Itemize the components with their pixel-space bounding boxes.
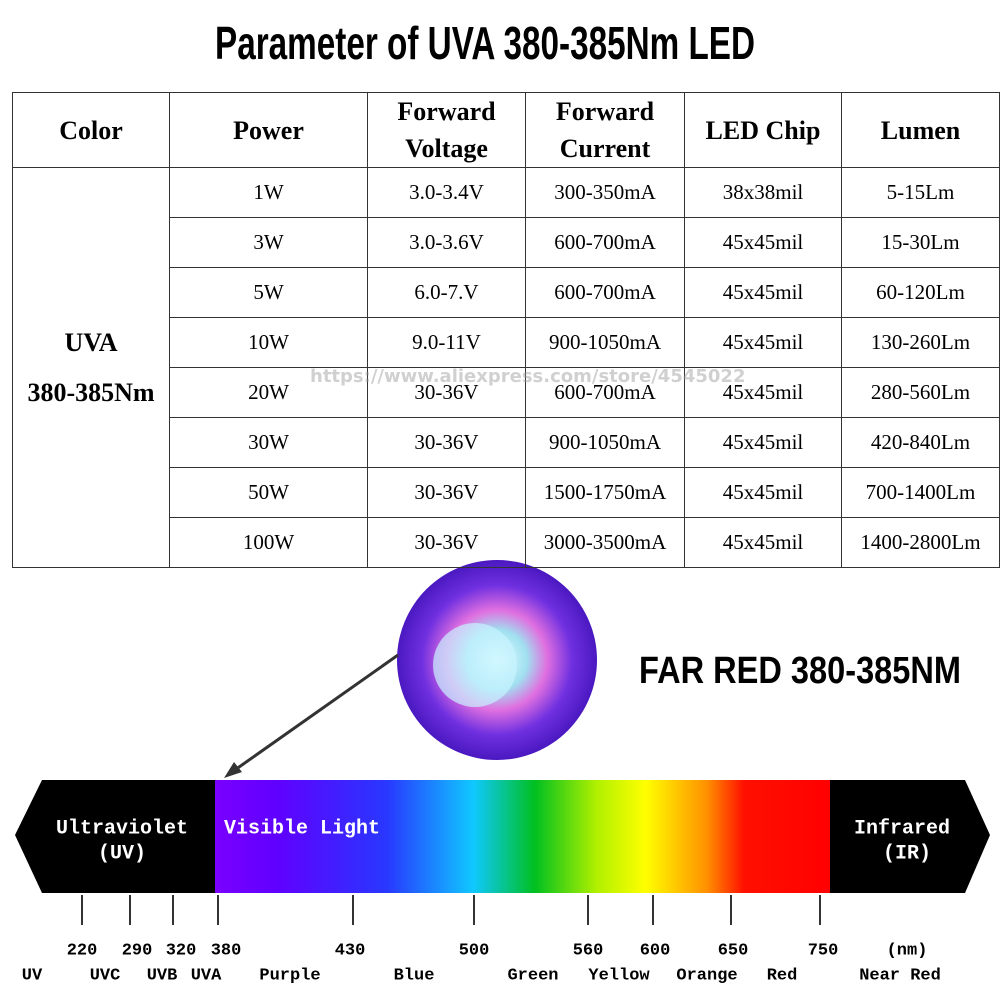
- ir-band: [830, 780, 990, 893]
- spectrum: Ultraviolet(UV) Visible Light Infrared(IR)…: [22, 817, 950, 985]
- group-label: UVA: [64, 327, 118, 357]
- spectrum-label: (nm): [887, 941, 928, 960]
- product-label: FAR RED 380-385NM: [639, 650, 961, 692]
- table-row: UVA 380-385Nm 1W 3.0-3.4V 300-350mA 38x38mil 5…: [12, 167, 1000, 568]
- table-cell: 300-350mA: [525, 167, 685, 218]
- spectrum-label: 290: [122, 941, 153, 960]
- header-cell: LED Chip: [684, 92, 842, 168]
- spectrum-label: 220: [67, 941, 98, 960]
- table-row: 3W 3.0-3.6V 600-700mA 45x45mil 15-30Lm: [13, 217, 1000, 268]
- spectrum-label: UVA: [191, 966, 222, 985]
- table-cell: 60-120Lm: [841, 267, 1000, 318]
- spectrum-label: 320: [166, 941, 197, 960]
- table-cell: 700-1400Lm: [841, 467, 1000, 518]
- arrow: [231, 653, 399, 774]
- spectrum-label: UV: [22, 966, 43, 985]
- table-cell: 45x45mil: [684, 267, 842, 318]
- spectrum-label: 560: [573, 941, 604, 960]
- spectrum-label: Near Red: [859, 966, 941, 985]
- table-cell: 5-15Lm: [841, 167, 1000, 218]
- table-cell: 3000-3500mA: [525, 517, 685, 568]
- table-row: 30W 30-36V 900-1050mA 45x45mil 420-840Lm: [13, 417, 1000, 468]
- table-cell: 45x45mil: [684, 517, 842, 568]
- table-cell: 10W: [169, 317, 368, 368]
- table-cell: 6.0-7.V: [367, 267, 526, 318]
- header-cell: Forward Current: [525, 92, 685, 168]
- table-cell: 600-700mA: [525, 267, 685, 318]
- table-cell: 1W: [169, 167, 368, 218]
- spectrum-label: 500: [459, 941, 490, 960]
- group-label: 380-385Nm: [27, 377, 155, 407]
- table-cell: 45x45mil: [684, 417, 842, 468]
- spectrum-label: 430: [335, 941, 366, 960]
- visible-band: [215, 780, 830, 893]
- spectrum-label: Yellow: [588, 966, 650, 985]
- spectrum-label: Ultraviolet: [56, 817, 188, 840]
- spectrum-label: (UV): [98, 842, 146, 865]
- uv-band: [15, 780, 215, 893]
- spectrum-label: Visible Light: [224, 817, 380, 840]
- table-cell: 15-30Lm: [841, 217, 1000, 268]
- table-cell: 50W: [169, 467, 368, 518]
- table-cell: 3.0-3.4V: [367, 167, 526, 218]
- table-cell: 45x45mil: [684, 317, 842, 368]
- table-cell: 130-260Lm: [841, 317, 1000, 368]
- parameter-table: Color Power Forward Voltage Forward Current…: [12, 92, 1000, 568]
- table-cell: 3.0-3.6V: [367, 217, 526, 268]
- table-row: 20W 30-36V 600-700mA 45x45mil 280-560Lm: [13, 367, 1000, 418]
- table-cell: 20W: [169, 367, 368, 418]
- spectrum-label: Blue: [394, 966, 435, 985]
- table-cell: 5W: [169, 267, 368, 318]
- arrow-head: [224, 762, 242, 778]
- table-cell: 30-36V: [367, 517, 526, 568]
- table-cell: 900-1050mA: [525, 417, 685, 468]
- spectrum-label: UVB: [147, 966, 178, 985]
- spectrum-label: UVC: [90, 966, 121, 985]
- table-cell: 45x45mil: [684, 467, 842, 518]
- table-cell: 420-840Lm: [841, 417, 1000, 468]
- table-cell: 280-560Lm: [841, 367, 1000, 418]
- table-row: 5W 6.0-7.V 600-700mA 45x45mil 60-120Lm: [13, 267, 1000, 318]
- group-cell: UVA 380-385Nm: [12, 167, 170, 568]
- table-cell: 30-36V: [367, 467, 526, 518]
- table-row: 100W 30-36V 3000-3500mA 45x45mil 1400-2800Lm: [13, 517, 1000, 568]
- table-cell: 38x38mil: [684, 167, 842, 218]
- table-cell: 9.0-11V: [367, 317, 526, 368]
- header-cell: Forward Voltage: [367, 92, 526, 168]
- spectrum-label: 650: [718, 941, 749, 960]
- table-cell: 1500-1750mA: [525, 467, 685, 518]
- spectrum-label: Green: [507, 966, 558, 985]
- spectrum-label: Orange: [676, 966, 737, 985]
- table-cell: 1400-2800Lm: [841, 517, 1000, 568]
- spectrum-label: (IR): [883, 842, 931, 865]
- table-row: 10W 9.0-11V 900-1050mA 45x45mil 130-260Lm: [13, 317, 1000, 368]
- table-cell: 30W: [169, 417, 368, 468]
- header-cell: Color: [12, 92, 170, 168]
- header-cell: Lumen: [841, 92, 1000, 168]
- table-cell: 900-1050mA: [525, 317, 685, 368]
- spectrum-label: Red: [767, 966, 798, 985]
- led-lens: [433, 623, 517, 707]
- table-cell: 3W: [169, 217, 368, 268]
- title: Parameter of UVA 380-385Nm LED: [215, 17, 755, 69]
- spectrum-label: 750: [808, 941, 839, 960]
- spectrum-label: Purple: [259, 966, 320, 985]
- header-cell: Power: [169, 92, 368, 168]
- table-row: 50W 30-36V 1500-1750mA 45x45mil 700-1400Lm: [13, 467, 1000, 518]
- watermark: https://www.aliexpress.com/store/4545022: [310, 366, 746, 387]
- table-cell: 100W: [169, 517, 368, 568]
- table-cell: 600-700mA: [525, 217, 685, 268]
- spectrum-label: 600: [640, 941, 671, 960]
- table-cell: 30-36V: [367, 417, 526, 468]
- table-cell: 45x45mil: [684, 217, 842, 268]
- spectrum-label: Infrared: [854, 817, 950, 840]
- spectrum-label: 380: [211, 941, 242, 960]
